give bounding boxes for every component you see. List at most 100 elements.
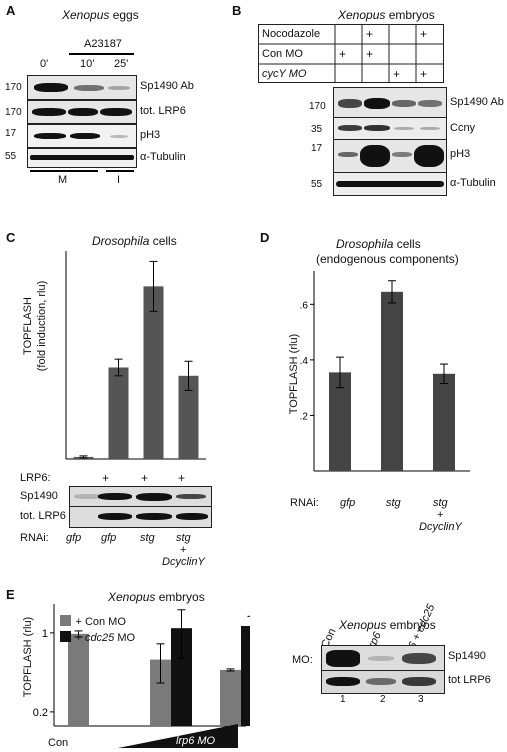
panel-e-x-wedge: lrp6 MO	[176, 735, 216, 747]
panel-e2-lane-num-2: 2	[380, 694, 386, 705]
panel-a-treatment: A23187	[84, 38, 122, 50]
panel-d-bar	[329, 372, 351, 471]
panel-c-chart	[65, 251, 206, 460]
panel-a-blot-ph3	[27, 124, 137, 148]
panel-c-blot-sp1490	[69, 486, 212, 508]
panel-c-blot-label-lrp6: tot. LRP6	[20, 510, 66, 522]
panel-d-title-rest: cells	[393, 237, 421, 251]
panel-b-title-rest: embryos	[385, 8, 435, 22]
panel-c-rnai-4: stg	[176, 532, 191, 544]
panel-e-bar	[68, 633, 89, 726]
panel-a-time-0: 0'	[40, 58, 49, 70]
panel-d-rnai-plus: +	[437, 509, 444, 521]
panel-a-mw-3: 17	[5, 128, 17, 139]
panel-c-rnai-2: gfp	[101, 532, 117, 544]
panel-c-blot-label-sp1490: Sp1490	[20, 490, 58, 502]
panel-c-title: Drosophila cells	[92, 234, 177, 248]
panel-e-title: Xenopus embryos	[108, 590, 205, 604]
panel-e2-title-italic: Xenopus	[339, 618, 387, 632]
panel-e-letter: E	[6, 587, 15, 602]
panel-b-mark: +	[339, 47, 347, 61]
panel-e2-lane-num-3: 3	[418, 694, 424, 705]
panel-b-condition-table	[258, 24, 444, 83]
panel-b-mark: +	[420, 27, 428, 41]
panel-e-legend-con: + Con MO	[60, 612, 126, 630]
panel-b-mark: +	[366, 47, 374, 61]
panel-e-legend-swatch-cdc25	[60, 631, 71, 642]
panel-a-title-italic: Xenopus	[62, 8, 110, 22]
panel-c-rnai-label: RNAi:	[20, 532, 49, 544]
panel-e-y-tick-label: 1	[42, 628, 48, 640]
panel-b-mw-2: 35	[311, 124, 323, 135]
panel-b-label-ph3: pH3	[450, 148, 471, 160]
panel-b-mark: +	[420, 67, 428, 81]
panel-a-phase-i: I	[117, 174, 121, 186]
panel-e-bar	[220, 669, 241, 726]
panel-d-letter: D	[260, 230, 270, 245]
panel-b-label-sp1490: Sp1490 Ab	[450, 96, 504, 108]
panel-e2-label-sp1490: Sp1490	[448, 650, 486, 662]
panel-a-mw-1: 170	[5, 82, 22, 93]
panel-e2-mo-label: MO:	[292, 654, 313, 666]
panel-d-bar	[433, 373, 455, 471]
panel-c-rnai-dcycliny: DcyclinY	[162, 556, 205, 568]
panel-a-phase-m: M	[58, 174, 68, 186]
panel-c-lrp6-mark: +	[141, 471, 149, 485]
panel-e-bar	[171, 628, 192, 726]
panel-e-legend-cdc25: + cdc25 MO	[60, 628, 135, 646]
panel-c-rnai-3: stg	[140, 532, 155, 544]
panel-d-rnai-2: stg	[386, 497, 401, 509]
panel-c-title-italic: Drosophila	[92, 234, 150, 248]
panel-c-blot-lrp6	[69, 506, 212, 528]
panel-a-label-lrp6: tot. LRP6	[140, 105, 186, 117]
panel-b-mw-4: 55	[311, 179, 323, 190]
panel-e-x-con: Con	[48, 737, 69, 749]
panel-c-lrp6-label: LRP6:	[20, 472, 51, 484]
panel-e-y-tick-label: 0.2	[33, 707, 48, 719]
panel-a-treatment-line	[69, 53, 134, 55]
panel-e-title-rest: embryos	[155, 590, 205, 604]
panel-b-mark: +	[366, 27, 374, 41]
panel-a-label-ph3: pH3	[140, 129, 161, 141]
panel-a-blot-tubulin	[27, 148, 137, 168]
panel-c-bar	[178, 375, 199, 459]
panel-b-mark: +	[393, 67, 401, 81]
panel-e-legend-con-label: Con MO	[84, 616, 126, 628]
panel-a-phase-m-line	[30, 170, 98, 172]
panel-e2-label-lrp6: tot LRP6	[448, 674, 491, 686]
panel-c-rnai-plus: +	[180, 544, 187, 556]
panel-d-chart: 0.2 0.4 0.6	[300, 271, 470, 472]
panel-c-lrp6-mark: +	[178, 471, 186, 485]
panel-a-blot-lrp6	[27, 100, 137, 124]
panel-d-rnai-1: gfp	[340, 497, 356, 509]
panel-a-title-rest: eggs	[109, 8, 139, 22]
panel-d-rnai-label: RNAi:	[290, 497, 319, 509]
panel-d-bar	[381, 291, 403, 471]
panel-d-rnai-dcycliny: DcyclinY	[419, 521, 462, 533]
panel-e2-title-rest: embryos	[386, 618, 436, 632]
panel-c-title-rest: cells	[149, 234, 177, 248]
panel-b-blot-tubulin	[333, 172, 447, 196]
panel-e-chart: 10.2	[33, 604, 250, 727]
panel-a-label-sp1490: Sp1490 Ab	[140, 80, 194, 92]
panel-e-legend-mo-suffix: MO	[114, 632, 136, 644]
panel-a-time-25: 25'	[114, 58, 129, 70]
panel-c-ylabel-1: TOPFLASH	[22, 297, 34, 355]
panel-a-label-tubulin: α-Tubulin	[140, 151, 186, 163]
panel-c-bar	[143, 286, 164, 459]
panel-e-legend-cdc25-label: cdc25	[84, 632, 115, 644]
panel-d-title-italic: Drosophila	[336, 237, 394, 251]
panel-b-mw-1: 170	[309, 101, 326, 112]
panel-a-time-10: 10'	[80, 58, 95, 70]
panel-c-letter: C	[6, 230, 16, 245]
panel-e-bar	[241, 625, 250, 726]
panel-d-rnai-3: stg	[433, 497, 448, 509]
panel-d-y-tick-label: 0.2	[300, 411, 308, 422]
panel-a-blot-sp1490	[27, 75, 137, 100]
panel-c-bar	[108, 367, 129, 459]
panel-a-title: Xenopus eggs	[62, 8, 139, 22]
panel-c-rnai-1: gfp	[66, 532, 82, 544]
panel-a-phase-i-line	[106, 170, 134, 172]
panel-e-legend-prefix: +	[75, 616, 85, 628]
panel-b-cond-conmo: Con MO	[262, 48, 303, 60]
